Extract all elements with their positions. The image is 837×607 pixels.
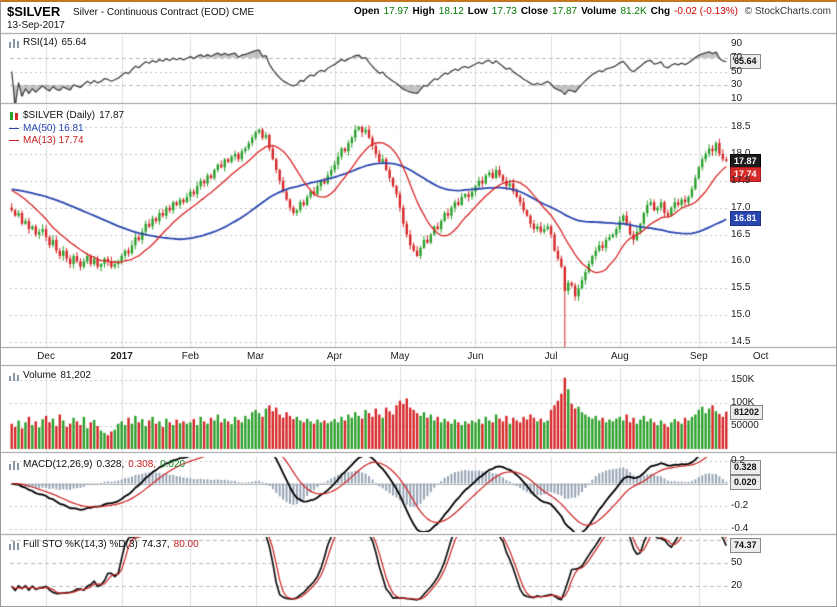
- ma13-value-box: 17.74: [730, 167, 761, 183]
- price-axis-tick: 18.5: [731, 121, 751, 132]
- macd-hist-value: 0.020: [160, 459, 186, 470]
- ma50-label: MA(50) 16.81: [23, 123, 84, 134]
- x-axis-month-label: Oct: [752, 351, 769, 362]
- macd-axis-tick: -0.2: [731, 500, 749, 511]
- x-axis-month-label: Jul: [544, 351, 558, 362]
- price-axis-tick: 16.5: [731, 228, 751, 240]
- rsi-value-box: 65.64: [730, 54, 761, 70]
- symbol: $SILVER: [7, 4, 61, 19]
- quote-summary: Open 17.97 High 18.12 Low 17.73 Close 17…: [354, 6, 738, 17]
- sto-axis-tick: 50: [731, 557, 743, 568]
- macd-legend: MACD(12,26,9) 0.328, 0.308, 0.020: [9, 459, 185, 470]
- copyright: © StockCharts.com: [744, 6, 831, 17]
- ma50-legend: — MA(50) 16.81: [9, 123, 84, 134]
- indicator-chart-icon: [9, 540, 19, 550]
- high-label: High: [412, 6, 435, 17]
- symbol-description: Silver - Continuous Contract (EOD) CME: [73, 7, 255, 18]
- macd-label: MACD(12,26,9): [23, 459, 93, 470]
- price-axis-tick: 15.0: [731, 309, 751, 321]
- ma13-line-sample: —: [9, 135, 19, 146]
- macd-axis-tick: -0.4: [731, 522, 749, 534]
- price-axis-tick: 17.0: [731, 201, 751, 213]
- volume-label: Volume: [581, 6, 617, 17]
- x-axis-month-label: Aug: [610, 351, 629, 362]
- volume-value-box: 81202: [730, 405, 764, 421]
- rsi-legend: RSI(14) 65.64: [9, 37, 86, 48]
- open-value: 17.97: [383, 6, 409, 17]
- ma50-line-sample: —: [9, 123, 19, 134]
- sto-value-box: 74.37: [730, 538, 761, 553]
- sto-k-value: 74.37,: [141, 539, 170, 550]
- price-axis-tick: 15.5: [731, 282, 751, 294]
- x-axis-month-label: Apr: [326, 351, 343, 362]
- high-value: 18.12: [438, 6, 464, 17]
- indicator-chart-icon: [9, 38, 19, 48]
- macd-signal-value: 0.308,: [128, 459, 157, 470]
- volume-value: 81.2K: [620, 6, 647, 17]
- x-axis-month-label: Dec: [37, 351, 55, 362]
- volume-axis-tick: 100K: [731, 397, 755, 408]
- price-last-value: 17.87: [99, 110, 125, 121]
- rsi-axis-tick: 30: [731, 79, 743, 91]
- x-axis-month-label: Feb: [181, 351, 199, 362]
- rsi-axis-tick: 90: [731, 38, 743, 49]
- chart-date: 13-Sep-2017: [7, 20, 65, 31]
- price-axis-tick: 16.0: [731, 255, 751, 267]
- rsi-label: RSI(14): [23, 37, 58, 48]
- price-axis-tick: 14.5: [731, 336, 751, 347]
- sto-label: Full STO %K(14,3) %D(3): [23, 539, 138, 550]
- sto-legend: Full STO %K(14,3) %D(3) 74.37, 80.00: [9, 539, 199, 550]
- rsi-axis-tick: 70: [731, 51, 743, 63]
- x-axis-month-label: Mar: [247, 351, 265, 362]
- chg-label: Chg: [650, 6, 671, 17]
- macd-axis-tick: 0.2: [731, 455, 745, 466]
- chg-value: -0.02 (-0.13%): [674, 6, 738, 17]
- open-label: Open: [353, 6, 380, 17]
- macd-line-value-box: 0.328: [730, 460, 761, 475]
- volume-bars-icon: [9, 371, 19, 381]
- volume-axis-tick: 50000: [731, 420, 759, 431]
- volume-legend: Volume 81,202: [9, 370, 91, 381]
- indicator-chart-icon: [9, 460, 19, 470]
- ma13-label: MA(13) 17.74: [23, 135, 84, 146]
- candlestick-chart-icon: [9, 111, 19, 121]
- ma13-legend: — MA(13) 17.74: [9, 135, 84, 146]
- x-axis-month-label: May: [390, 351, 410, 362]
- x-axis-month-label: Jun: [467, 351, 484, 362]
- macd-hist-value-box: 0.020: [730, 474, 761, 490]
- rsi-axis-tick: 10: [731, 93, 743, 104]
- volume-axis-tick: 150K: [731, 374, 755, 385]
- volume-label: Volume: [23, 370, 57, 381]
- volume-value: 81,202: [60, 370, 91, 381]
- rsi-axis-tick: 50: [731, 65, 743, 77]
- close-value: 17.87: [552, 6, 578, 17]
- rsi-value: 65.64: [61, 37, 87, 48]
- sto-axis-tick: 20: [731, 580, 743, 591]
- low-value: 17.73: [491, 6, 517, 17]
- price-axis-tick: 17.5: [731, 174, 751, 186]
- x-axis-month-label: Sep: [689, 351, 708, 362]
- close-label: Close: [520, 6, 549, 17]
- price-label: $SILVER (Daily): [23, 110, 96, 121]
- price-legend: $SILVER (Daily) 17.87: [9, 110, 124, 121]
- x-axis-month-label: 2017: [110, 351, 133, 362]
- macd-line-value: 0.328,: [96, 459, 125, 470]
- ma50-value-box: 16.81: [730, 211, 761, 227]
- low-label: Low: [467, 6, 488, 17]
- price-last-value-box: 17.87: [730, 154, 761, 170]
- price-axis-tick: 18.0: [731, 147, 751, 159]
- sto-d-value: 80.00: [173, 539, 199, 550]
